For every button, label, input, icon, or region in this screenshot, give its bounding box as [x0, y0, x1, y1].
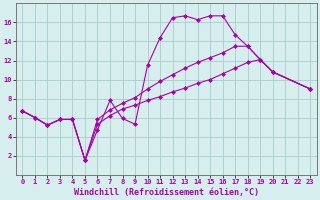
- X-axis label: Windchill (Refroidissement éolien,°C): Windchill (Refroidissement éolien,°C): [74, 188, 259, 197]
